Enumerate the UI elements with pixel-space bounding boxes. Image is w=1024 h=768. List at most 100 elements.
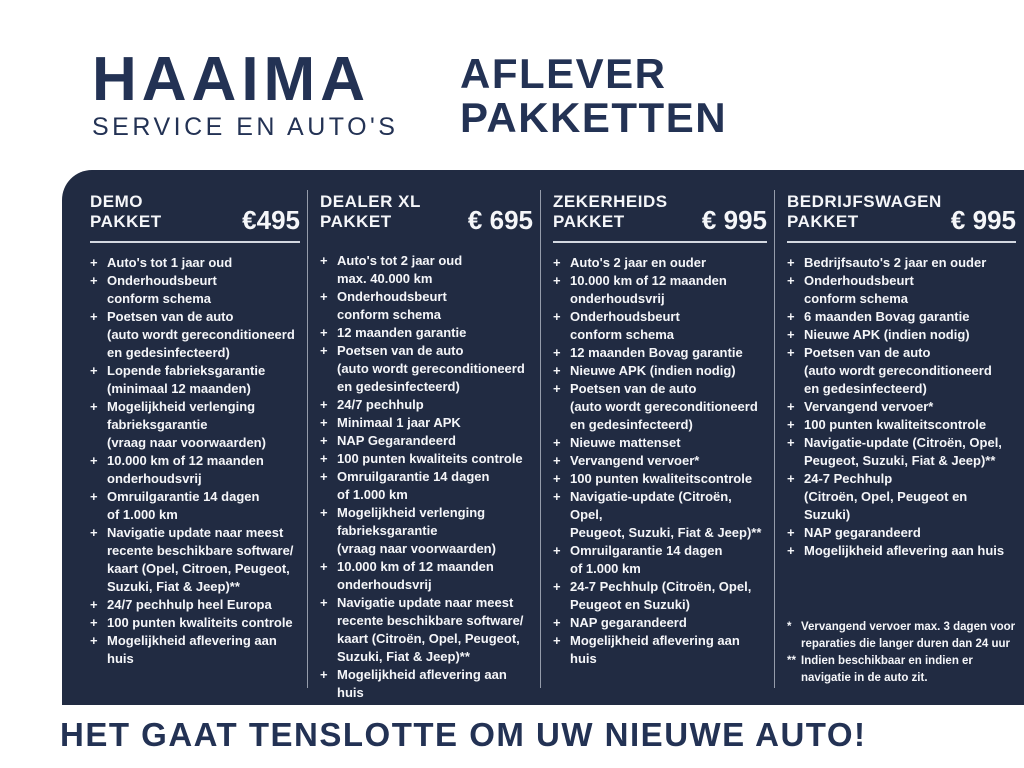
- title-divider: [553, 241, 767, 243]
- package-feature: +10.000 km of 12 maanden onderhoudsvrij: [90, 452, 300, 488]
- feature-text: NAP Gegarandeerd: [337, 432, 456, 450]
- package-feature: + Onderhoudsbeurt conform schema: [787, 272, 1016, 308]
- package-feature: + Mogelijkheid aflevering aan huis: [90, 632, 300, 668]
- feature-line: en gedesinfecteerd): [570, 417, 693, 432]
- plus-icon: +: [90, 615, 98, 630]
- package-feature: +12 maanden Bovag garantie: [553, 344, 767, 362]
- feature-line: NAP gegarandeerd: [570, 615, 687, 630]
- feature-text: 12 maanden garantie: [337, 324, 466, 342]
- package-feature: + Nieuwe mattenset: [553, 434, 767, 452]
- package-header: DEALER XL PAKKET € 695: [320, 192, 533, 235]
- package-feature: + Poetsen van de auto (auto wordt gerecond…: [787, 344, 1016, 398]
- package-price: € 695: [467, 205, 533, 235]
- feature-text: Poetsen van de auto (auto wordt gerecondi…: [107, 308, 295, 362]
- plus-icon: +: [787, 417, 795, 432]
- plus-icon: +: [320, 559, 328, 574]
- plus-icon: +: [320, 451, 328, 466]
- feature-line: (Citroën, Opel, Peugeot en Suzuki): [804, 489, 968, 522]
- plus-icon: +: [553, 363, 561, 378]
- package-feature: +100 punten kwaliteits controle: [320, 450, 533, 468]
- feature-line: Omruilgarantie 14 dagen: [107, 489, 260, 504]
- package-feature: +100 punten kwaliteitscontrole: [553, 470, 767, 488]
- feature-line: Navigatie-update (Citroën, Opel,: [570, 489, 732, 522]
- feature-text: NAP gegarandeerd: [570, 614, 687, 632]
- plus-icon: +: [787, 327, 795, 342]
- package-feature-list: + Auto's tot 1 jaar oud + Onderhoudsbeurt co…: [90, 254, 300, 668]
- plus-icon: +: [320, 397, 328, 412]
- package-feature: + Omruilgarantie 14 dagen of 1.000 km: [90, 488, 300, 524]
- feature-line: recente beschikbare software/: [337, 613, 524, 628]
- feature-text: Mogelijkheid verlenging fabrieksgarantie (…: [337, 504, 496, 558]
- feature-text: 100 punten kwaliteits controle: [337, 450, 523, 468]
- feature-line: 24-7 Pechhulp: [804, 471, 893, 486]
- package-feature: + Omruilgarantie 14 dagen of 1.000 km: [320, 468, 533, 504]
- plus-icon: +: [787, 435, 795, 450]
- plus-icon: +: [320, 469, 328, 484]
- feature-line: Omruilgarantie 14 dagen: [570, 543, 723, 558]
- page-title-line-2: PAKKETTEN: [460, 94, 728, 141]
- plus-icon: +: [90, 273, 98, 288]
- packages-panel: DEMO PAKKET €495 + Auto's tot 1 jaar oud + Ond…: [62, 170, 1024, 705]
- plus-icon: +: [90, 453, 98, 468]
- feature-line: (vraag naar voorwaarden): [107, 435, 266, 450]
- feature-text: Nieuwe APK (indien nodig): [804, 326, 970, 344]
- feature-line: Nieuwe APK (indien nodig): [804, 327, 970, 342]
- package-title-line-2: PAKKET: [320, 212, 392, 231]
- feature-text: 12 maanden Bovag garantie: [570, 344, 743, 362]
- feature-line: 10.000 km of 12 maanden: [570, 273, 727, 288]
- package-feature: + Auto's tot 2 jaar oud max. 40.000 km: [320, 252, 533, 288]
- feature-text: NAP gegarandeerd: [804, 524, 921, 542]
- feature-line: conform schema: [570, 327, 675, 342]
- plus-icon: +: [90, 525, 98, 540]
- plus-icon: +: [787, 399, 795, 414]
- plus-icon: +: [320, 289, 328, 304]
- plus-icon: +: [553, 255, 561, 270]
- plus-icon: +: [320, 505, 328, 520]
- feature-line: (vraag naar voorwaarden): [337, 541, 496, 556]
- feature-line: recente beschikbare software/: [107, 543, 294, 558]
- plus-icon: +: [553, 633, 561, 648]
- feature-line: Navigatie-update (Citroën, Opel,: [804, 435, 1002, 450]
- plus-icon: +: [787, 525, 795, 540]
- package-price: € 995: [950, 205, 1016, 235]
- feature-line: max. 40.000 km: [337, 271, 433, 286]
- feature-text: 24/7 pechhulp heel Europa: [107, 596, 272, 614]
- feature-text: Omruilgarantie 14 dagen of 1.000 km: [107, 488, 259, 524]
- plus-icon: +: [553, 309, 561, 324]
- package-feature: + NAP Gegarandeerd: [320, 432, 533, 450]
- feature-line: en gedesinfecteerd): [804, 381, 927, 396]
- package-feature: + Mogelijkheid aflevering aan huis: [553, 632, 767, 668]
- plus-icon: +: [320, 415, 328, 430]
- feature-line: fabrieksgarantie: [107, 417, 208, 432]
- package-title-line-2: PAKKET: [90, 212, 162, 231]
- package-feature: + Lopende fabrieksgarantie (minimaal 12 ma…: [90, 362, 300, 398]
- feature-text: Nieuwe APK (indien nodig): [570, 362, 736, 380]
- feature-text: 100 punten kwaliteitscontrole: [804, 416, 986, 434]
- footnote-marker: *: [787, 621, 792, 633]
- package-feature: + Navigatie-update (Citroën, Opel, Peugeot…: [787, 434, 1016, 470]
- feature-line: en gedesinfecteerd): [107, 345, 230, 360]
- footnote-line: navigatie in de auto zit.: [801, 672, 928, 684]
- feature-line: Auto's tot 2 jaar oud: [337, 253, 463, 268]
- feature-text: Mogelijkheid aflevering aan huis: [570, 632, 767, 668]
- plus-icon: +: [320, 325, 328, 340]
- feature-text: Auto's tot 1 jaar oud: [107, 254, 232, 272]
- feature-text: Poetsen van de auto (auto wordt gerecondi…: [570, 380, 758, 434]
- package-title: DEMO PAKKET: [90, 192, 162, 232]
- feature-line: of 1.000 km: [337, 487, 408, 502]
- footnote-marker: **: [787, 655, 796, 667]
- plus-icon: +: [553, 489, 561, 504]
- feature-line: Nieuwe mattenset: [570, 435, 681, 450]
- package-feature: + Mogelijkheid verlenging fabrieksgarantie…: [320, 504, 533, 558]
- package-feature: + Poetsen van de auto (auto wordt gerecond…: [90, 308, 300, 362]
- page-title: AFLEVER PAKKETTEN: [460, 52, 727, 140]
- package-feature: +100 punten kwaliteits controle: [90, 614, 300, 632]
- package-feature: +24-7 Pechhulp (Citroën, Opel, Peugeot en…: [787, 470, 1016, 524]
- feature-line: onderhoudsvrij: [337, 577, 432, 592]
- package-feature: + Omruilgarantie 14 dagen of 1.000 km: [553, 542, 767, 578]
- feature-line: Poetsen van de auto: [570, 381, 697, 396]
- plus-icon: +: [787, 471, 795, 486]
- package-feature: + Poetsen van de auto (auto wordt gerecond…: [553, 380, 767, 434]
- feature-line: 100 punten kwaliteitscontrole: [804, 417, 987, 432]
- package-feature: + Auto's 2 jaar en ouder: [553, 254, 767, 272]
